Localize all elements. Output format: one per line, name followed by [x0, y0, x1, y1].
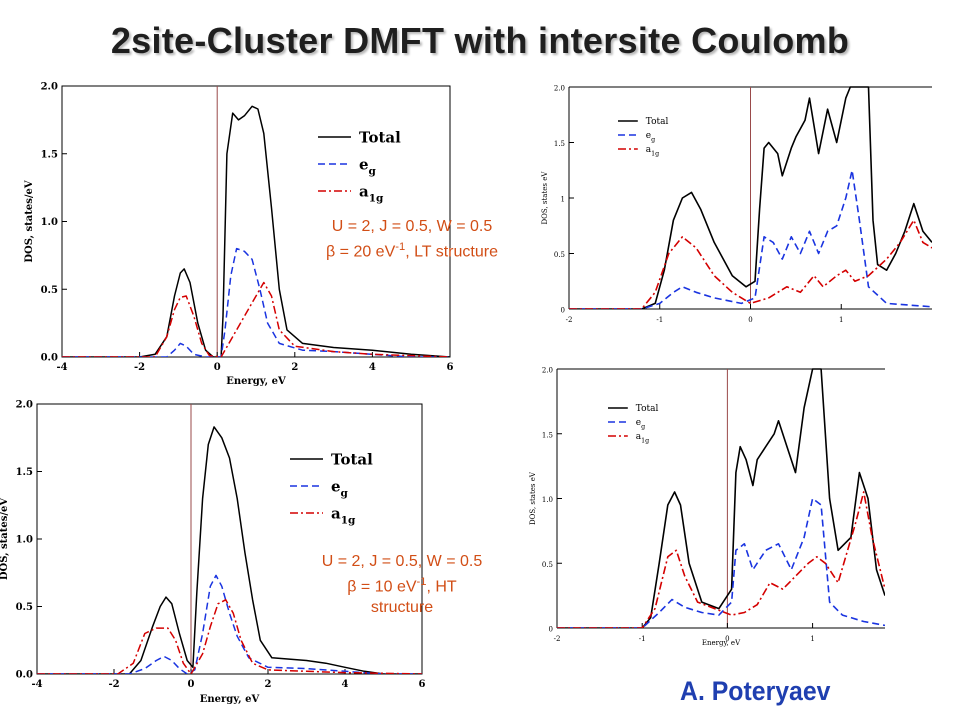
y-tick-label: 1.0	[16, 535, 33, 546]
series-line-a1g	[62, 281, 450, 357]
x-tick-label: -2	[108, 679, 119, 690]
legend-label-eg: eg	[359, 155, 377, 177]
x-tick-label: -4	[56, 362, 67, 373]
plot-frame	[36, 403, 423, 675]
series-line-total	[62, 105, 450, 357]
legend-label-a1g: a1g	[646, 145, 659, 157]
x-tick-label: 2	[291, 362, 298, 373]
legend: Total eg a1g	[618, 117, 669, 157]
y-tick-label: 0.0	[41, 353, 58, 364]
y-axis-label: DOS, states/eV	[24, 180, 35, 263]
x-tick-label: -2	[566, 316, 573, 324]
x-tick-label: -4	[31, 679, 42, 690]
y-tick-label: 2.0	[554, 85, 565, 93]
y-axis-label: DOS, states eV	[541, 171, 549, 225]
chart-panel-ht-ref: -2 -1 0 1 0 0.5 1.0 1.5 2.0 Energy, eV DOS, states…	[522, 362, 902, 662]
chart-ht-dmft: -4 -2 0 2 4 6 0.0 0.5 1.0 1.5 2.0 Energy, eV DOS, st…	[0, 400, 426, 706]
x-tick-label: 6	[447, 362, 454, 373]
y-tick-label: 1.5	[16, 467, 33, 478]
y-tick-label: 0.5	[542, 561, 553, 569]
y-tick-label: 0	[561, 307, 565, 315]
legend-label-total: Total	[636, 404, 659, 414]
legend: Total eg a1g	[290, 450, 373, 527]
chart-ht-ref: -2 -1 0 1 0 0.5 1.0 1.5 2.0 Energy, eV DOS, states…	[529, 367, 885, 647]
legend-label-eg: eg	[331, 477, 349, 499]
y-tick-label: 0.0	[16, 670, 33, 681]
legend: Total eg a1g	[608, 404, 659, 444]
x-tick-label: -1	[639, 635, 646, 643]
legend-label-total: Total	[359, 128, 401, 146]
chart-lt-ref: -2 -1 0 1 0 0.5 1 1.5 2.0 DOS, states eV Total eg a1…	[541, 85, 932, 324]
y-tick-label: 0.5	[554, 251, 565, 259]
annotation-ht-structure: structure	[370, 599, 434, 617]
annotation-lt: U = 2, J = 0.5, W = 0.5 β = 20 eV-1, LT …	[292, 216, 532, 262]
y-tick-label: 0.5	[16, 602, 33, 613]
chart-panel-lt-ref: -2 -1 0 1 0 0.5 1 1.5 2.0 DOS, states eV Total eg a1…	[522, 72, 942, 332]
series-line-total	[569, 86, 932, 309]
series-line-total	[557, 368, 885, 628]
x-tick-label: -2	[554, 635, 561, 643]
y-tick-label: 2.0	[16, 400, 33, 411]
legend-label-eg: eg	[636, 418, 645, 430]
y-tick-label: 0	[549, 626, 553, 634]
series-line-eg	[557, 497, 885, 628]
x-tick-label: 0	[214, 362, 221, 373]
x-tick-label: 1	[810, 635, 814, 643]
legend-label-eg: eg	[646, 131, 655, 143]
y-axis-label: DOS, states eV	[529, 471, 537, 525]
legend-label-total: Total	[646, 117, 669, 127]
x-tick-label: 6	[419, 679, 426, 690]
x-tick-label: -2	[134, 362, 145, 373]
annotation-lt-beta: β = 20 eV-1, LT structure	[326, 241, 498, 261]
x-tick-label: 4	[342, 679, 349, 690]
x-axis-label: Energy, eV	[200, 694, 260, 705]
annotation-ht-beta: β = 10 eV-1, HT	[347, 576, 457, 596]
x-tick-label: 0	[188, 679, 195, 690]
chart-panel-lt-dmft: -4 -2 0 2 4 6 0.0 0.5 1.0 1.5 2.0 Energy, eV DOS, st…	[0, 72, 470, 402]
y-tick-label: 1.5	[554, 140, 565, 148]
y-tick-label: 2.0	[542, 367, 553, 375]
annotation-ht-params: U = 2, J = 0.5, W = 0.5	[321, 553, 483, 570]
legend-label-total: Total	[331, 450, 373, 468]
annotation-lt-params: U = 2, J = 0.5, W = 0.5	[331, 218, 493, 235]
y-axis-label: DOS, states/eV	[0, 498, 10, 581]
slide-title: 2site-Cluster DMFT with intersite Coulom…	[110, 20, 850, 61]
chart-lt-dmft: -4 -2 0 2 4 6 0.0 0.5 1.0 1.5 2.0 Energy, eV DOS, st…	[24, 82, 454, 388]
x-tick-label: 0	[748, 316, 752, 324]
series-line-a1g	[557, 491, 885, 628]
series-line-a1g	[569, 219, 932, 309]
y-tick-label: 1.5	[41, 149, 58, 160]
legend-label-a1g: a1g	[331, 504, 356, 526]
x-tick-label: 2	[265, 679, 272, 690]
x-tick-label: 4	[369, 362, 376, 373]
series-line-eg	[62, 247, 450, 357]
author-name: A. Poteryaev	[680, 676, 831, 706]
y-tick-label: 1	[561, 196, 565, 204]
x-axis-label: Energy, eV	[702, 639, 741, 647]
y-tick-label: 1.5	[542, 431, 553, 439]
x-tick-label: 1	[839, 316, 843, 324]
y-tick-label: 0.5	[41, 285, 58, 296]
series-line-eg	[569, 169, 932, 309]
legend-label-a1g: a1g	[636, 432, 649, 444]
legend-label-a1g: a1g	[359, 182, 384, 204]
y-tick-label: 2.0	[41, 82, 58, 93]
series-line-a1g	[37, 599, 422, 674]
x-axis-label: Energy, eV	[226, 376, 286, 387]
series-line-total	[37, 426, 422, 674]
chart-panel-ht-dmft: -4 -2 0 2 4 6 0.0 0.5 1.0 1.5 2.0 Energy, eV DOS, st…	[0, 394, 440, 710]
x-tick-label: -1	[656, 316, 663, 324]
annotation-ht: U = 2, J = 0.5, W = 0.5 β = 10 eV-1, HT …	[290, 551, 514, 618]
y-tick-label: 1.0	[542, 496, 553, 504]
y-tick-label: 1.0	[41, 217, 58, 228]
legend: Total eg a1g	[318, 128, 401, 205]
series-line-eg	[37, 574, 422, 674]
x-tick-label: 0	[725, 635, 729, 643]
